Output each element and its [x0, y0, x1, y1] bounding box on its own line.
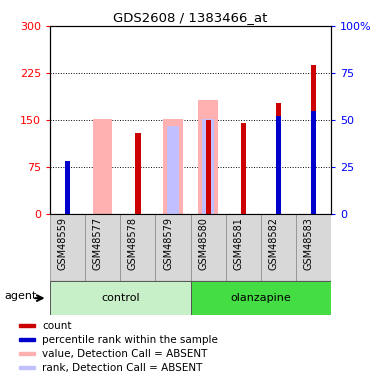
Bar [226, 214, 261, 281]
Title: GDS2608 / 1383466_at: GDS2608 / 1383466_at [114, 11, 268, 24]
Bar [191, 281, 331, 315]
Text: GSM48581: GSM48581 [233, 217, 243, 270]
Bar [203, 119, 214, 214]
Bar [311, 65, 316, 214]
Bar [65, 165, 70, 214]
Bar [19, 352, 35, 356]
Text: GSM48583: GSM48583 [303, 217, 313, 270]
Text: agent: agent [4, 291, 36, 302]
Text: GSM48582: GSM48582 [268, 217, 278, 270]
Bar [19, 324, 35, 327]
Bar [50, 214, 85, 281]
Bar [65, 161, 70, 214]
Text: percentile rank within the sample: percentile rank within the sample [42, 335, 218, 345]
Text: GSM48580: GSM48580 [198, 217, 208, 270]
Bar [163, 119, 182, 214]
Text: GSM48577: GSM48577 [93, 217, 103, 270]
Bar [261, 214, 296, 281]
Bar [199, 100, 218, 214]
Text: value, Detection Call = ABSENT: value, Detection Call = ABSENT [42, 349, 208, 359]
Text: GSM48578: GSM48578 [128, 217, 138, 270]
Bar [19, 366, 35, 369]
Bar [85, 214, 120, 281]
Bar [191, 214, 226, 281]
Text: GSM48579: GSM48579 [163, 217, 173, 270]
Bar [135, 132, 141, 214]
Bar [241, 123, 246, 214]
Bar [276, 116, 281, 214]
Bar [156, 214, 191, 281]
Text: rank, Detection Call = ABSENT: rank, Detection Call = ABSENT [42, 363, 203, 373]
Bar [120, 214, 156, 281]
Bar [206, 120, 211, 214]
Bar [93, 119, 112, 214]
Bar [311, 111, 316, 214]
Bar [276, 102, 281, 214]
Text: control: control [101, 293, 140, 303]
Bar [50, 281, 191, 315]
Bar [19, 338, 35, 341]
Text: count: count [42, 321, 72, 331]
Text: GSM48559: GSM48559 [58, 217, 68, 270]
Text: olanzapine: olanzapine [231, 293, 291, 303]
Bar [296, 214, 331, 281]
Bar [167, 126, 179, 214]
